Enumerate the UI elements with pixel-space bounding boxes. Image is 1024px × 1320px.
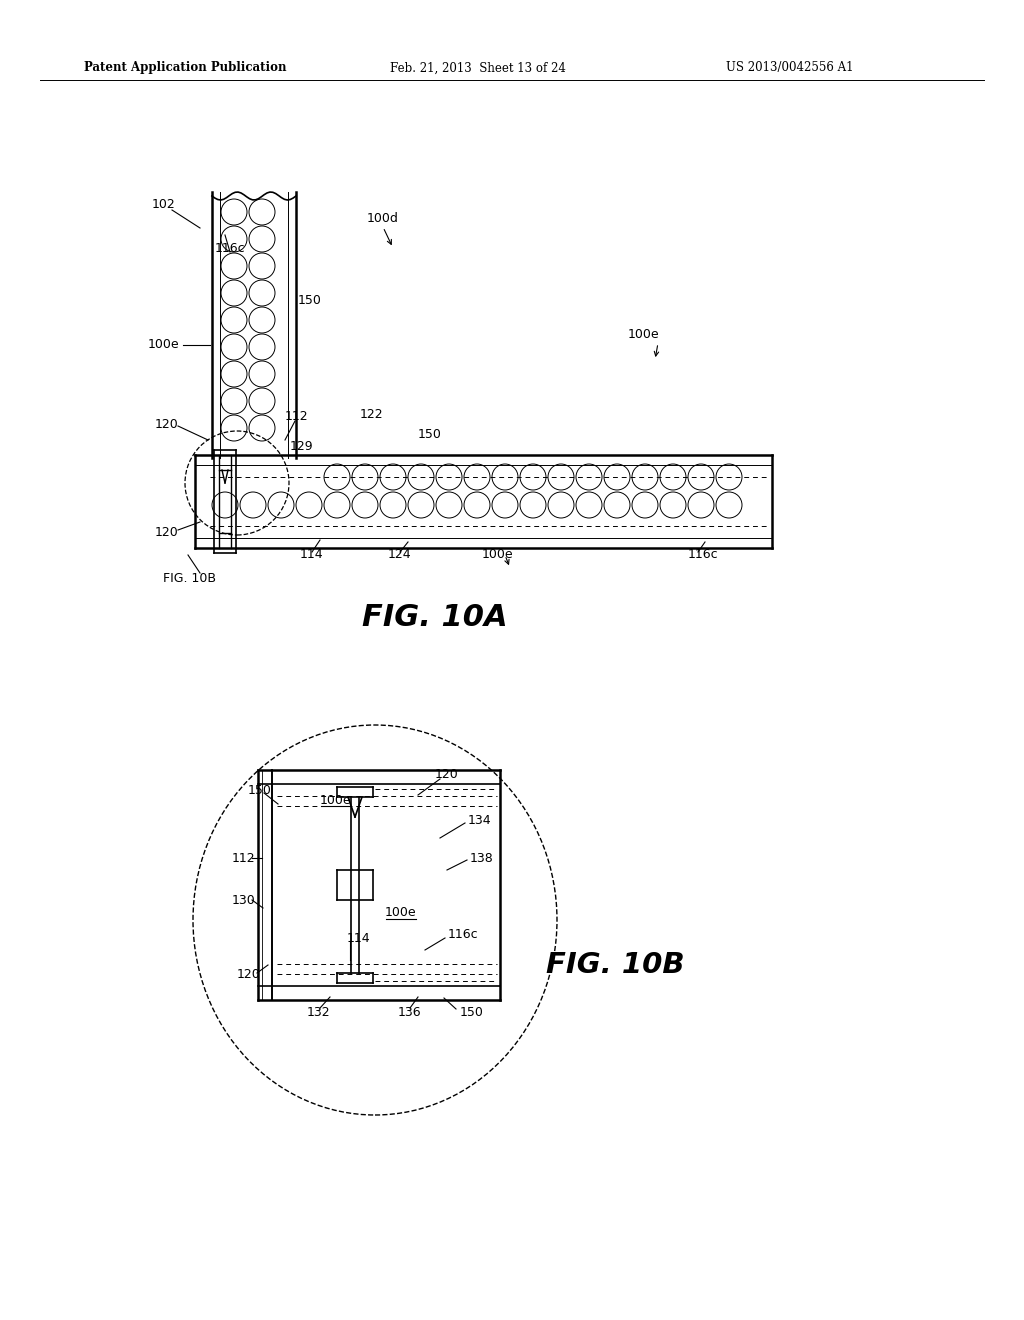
- Text: 116c: 116c: [449, 928, 478, 941]
- Text: 112: 112: [285, 411, 308, 424]
- Text: FIG. 10B: FIG. 10B: [163, 572, 216, 585]
- Text: Feb. 21, 2013  Sheet 13 of 24: Feb. 21, 2013 Sheet 13 of 24: [390, 62, 566, 74]
- Text: 138: 138: [470, 851, 494, 865]
- Text: 100e: 100e: [482, 549, 514, 561]
- Text: US 2013/0042556 A1: US 2013/0042556 A1: [726, 62, 854, 74]
- Text: 120: 120: [237, 969, 261, 982]
- Text: 102: 102: [152, 198, 176, 211]
- Text: 116c: 116c: [215, 242, 246, 255]
- Text: 150: 150: [418, 429, 442, 441]
- Text: 150: 150: [298, 293, 322, 306]
- Text: 130: 130: [232, 894, 256, 907]
- Text: 134: 134: [468, 813, 492, 826]
- Text: 136: 136: [398, 1006, 422, 1019]
- Text: 120: 120: [435, 768, 459, 781]
- Text: 120: 120: [155, 418, 179, 432]
- Text: 120: 120: [155, 525, 179, 539]
- Text: 150: 150: [460, 1006, 484, 1019]
- Text: Patent Application Publication: Patent Application Publication: [84, 62, 287, 74]
- Text: 100e: 100e: [384, 907, 416, 920]
- Text: FIG. 10B: FIG. 10B: [546, 950, 684, 979]
- Text: 132: 132: [307, 1006, 331, 1019]
- Text: 114: 114: [347, 932, 371, 945]
- Text: 122: 122: [360, 408, 384, 421]
- Text: 129: 129: [290, 441, 313, 454]
- Text: 124: 124: [388, 549, 412, 561]
- Text: 100e: 100e: [148, 338, 179, 351]
- Text: 112: 112: [232, 851, 256, 865]
- Text: 114: 114: [300, 549, 324, 561]
- Text: 100d: 100d: [367, 211, 399, 224]
- Text: 100e: 100e: [628, 329, 659, 342]
- Text: 100e: 100e: [319, 793, 351, 807]
- Text: 116c: 116c: [688, 549, 719, 561]
- Text: FIG. 10A: FIG. 10A: [362, 603, 508, 632]
- Text: 150: 150: [248, 784, 272, 796]
